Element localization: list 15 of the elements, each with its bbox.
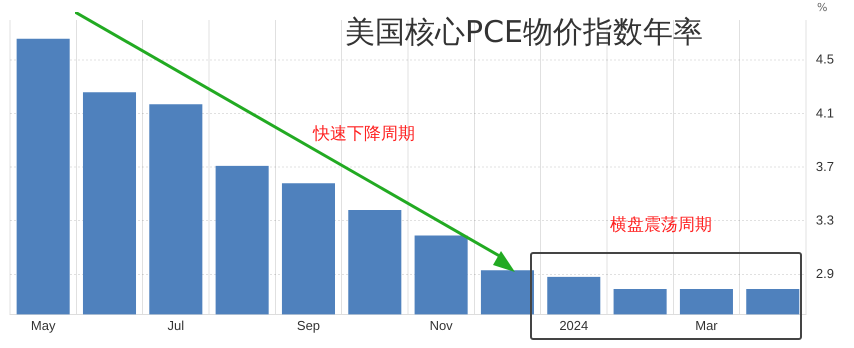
x-tick-label: Mar xyxy=(695,318,718,333)
y-tick-label: 4.1 xyxy=(816,105,834,120)
x-tick-label: May xyxy=(30,318,56,333)
y-tick-label: 3.7 xyxy=(816,158,834,174)
y-tick-label: 2.9 xyxy=(816,266,834,281)
x-tick-label: Sep xyxy=(296,318,320,333)
annotation: 横盘震荡周期 xyxy=(610,214,712,236)
annotation: 快速下降周期 xyxy=(313,123,415,145)
y-tick-label: 4.5 xyxy=(816,52,834,67)
y-tick-label: 3.3 xyxy=(816,212,834,228)
x-tick-label: Nov xyxy=(430,318,454,333)
y-axis-title: % xyxy=(817,1,828,14)
chart-title: 美国核心PCE物价指数年率 xyxy=(345,14,703,52)
x-tick-label: 2024 xyxy=(559,318,588,333)
x-tick-label: Jul xyxy=(168,318,184,333)
